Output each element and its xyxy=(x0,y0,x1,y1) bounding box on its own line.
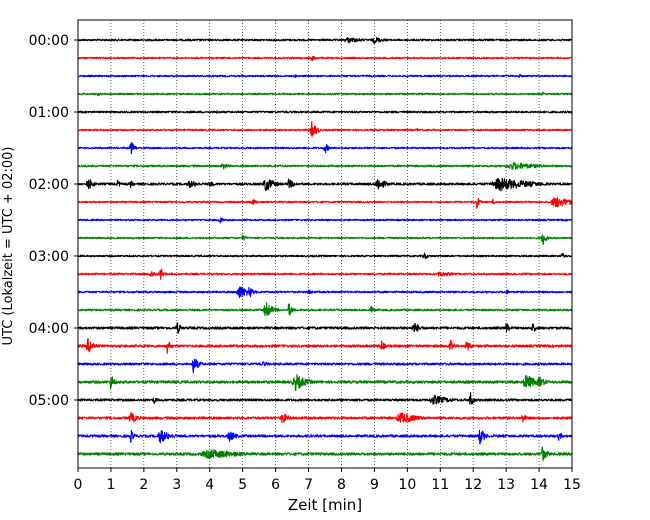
y-tick-label: 01:00 xyxy=(29,105,69,121)
x-tick-label: 6 xyxy=(271,477,280,493)
y-tick-label: 00:00 xyxy=(29,33,69,49)
x-tick-label: 7 xyxy=(304,477,313,493)
y-tick-label: 02:00 xyxy=(29,177,69,193)
seismic-trace-0530 xyxy=(77,429,573,445)
x-tick-label: 4 xyxy=(205,477,214,493)
x-tick-label: 1 xyxy=(106,477,115,493)
y-axis-label: UTC (Lokalzeit = UTC + 02:00) xyxy=(1,147,16,346)
seismic-trace-0415 xyxy=(77,338,573,355)
y-tick-label: 04:00 xyxy=(29,321,69,337)
seismic-trace-0545 xyxy=(77,446,573,462)
x-tick-label: 8 xyxy=(337,477,346,493)
seismic-trace-0400 xyxy=(77,322,573,334)
x-tick-label: 2 xyxy=(139,477,148,493)
seismic-trace-0200 xyxy=(77,177,573,192)
seismic-trace-0000 xyxy=(77,36,573,44)
seismic-trace-0430 xyxy=(77,358,573,374)
seismic-trace-0100 xyxy=(77,110,573,114)
seismic-trace-0345 xyxy=(77,302,573,317)
x-axis: 0 1 2 3 4 5 6 7 8 9 10 11 12 13 14 15 xyxy=(74,468,581,493)
plot-frame xyxy=(77,19,573,469)
y-tick-label: 05:00 xyxy=(29,393,69,409)
seismic-trace-0230 xyxy=(77,217,573,224)
seismic-trace-0445 xyxy=(77,374,573,392)
seismic-trace-0315 xyxy=(77,268,573,280)
x-tick-label: 3 xyxy=(172,477,181,493)
seismic-trace-0300 xyxy=(77,252,573,260)
x-axis-label: Zeit [min] xyxy=(288,496,362,514)
x-tick-label: 9 xyxy=(370,477,379,493)
seismic-trace-0515 xyxy=(77,411,573,424)
seismic-trace-0245 xyxy=(77,234,573,246)
seismic-trace-0030 xyxy=(77,73,573,79)
y-tick-label: 03:00 xyxy=(29,249,69,265)
x-tick-label: 11 xyxy=(431,477,449,493)
seismic-trace-0045 xyxy=(77,91,573,97)
seismic-trace-0145 xyxy=(77,162,573,170)
x-tick-label: 12 xyxy=(464,477,482,493)
x-tick-label: 5 xyxy=(238,477,247,493)
x-tick-label: 10 xyxy=(398,477,416,493)
seismic-trace-0015 xyxy=(77,55,573,62)
x-tick-label: 0 xyxy=(74,477,83,493)
x-tick-label: 13 xyxy=(497,477,515,493)
seismic-trace-0215 xyxy=(77,196,573,209)
seismic-trace-0130 xyxy=(77,141,573,155)
traces-layer xyxy=(77,36,573,462)
seismic-trace-0115 xyxy=(77,121,573,137)
seismic-trace-0330 xyxy=(77,286,573,299)
y-axis: 00:00 01:00 02:00 03:00 04:00 05:00 xyxy=(29,33,78,409)
seismic-trace-0500 xyxy=(77,392,573,405)
x-tick-label: 15 xyxy=(563,477,581,493)
x-tick-label: 14 xyxy=(530,477,548,493)
